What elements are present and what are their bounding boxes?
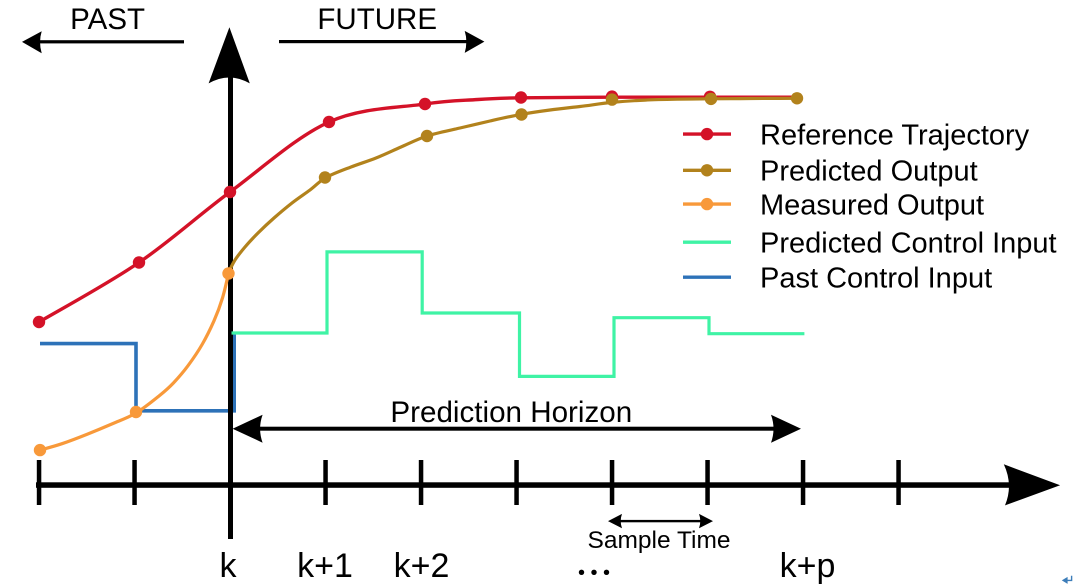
svg-text:PAST: PAST bbox=[70, 3, 145, 36]
svg-text:FUTURE: FUTURE bbox=[317, 3, 437, 36]
svg-text:Reference Trajectory: Reference Trajectory bbox=[760, 119, 1030, 151]
svg-text:Prediction Horizon: Prediction Horizon bbox=[390, 396, 632, 429]
svg-text:Predicted Control Input: Predicted Control Input bbox=[760, 227, 1057, 259]
svg-text:k+2: k+2 bbox=[394, 547, 450, 585]
svg-text:Past Control Input: Past Control Input bbox=[760, 262, 992, 294]
svg-text:k+p: k+p bbox=[780, 547, 836, 585]
svg-text:Predicted Output: Predicted Output bbox=[760, 155, 978, 187]
svg-text:k+1: k+1 bbox=[297, 547, 353, 585]
svg-text:k: k bbox=[220, 547, 238, 585]
svg-text:Measured Output: Measured Output bbox=[760, 189, 984, 221]
svg-text:Sample Time: Sample Time bbox=[588, 527, 731, 554]
